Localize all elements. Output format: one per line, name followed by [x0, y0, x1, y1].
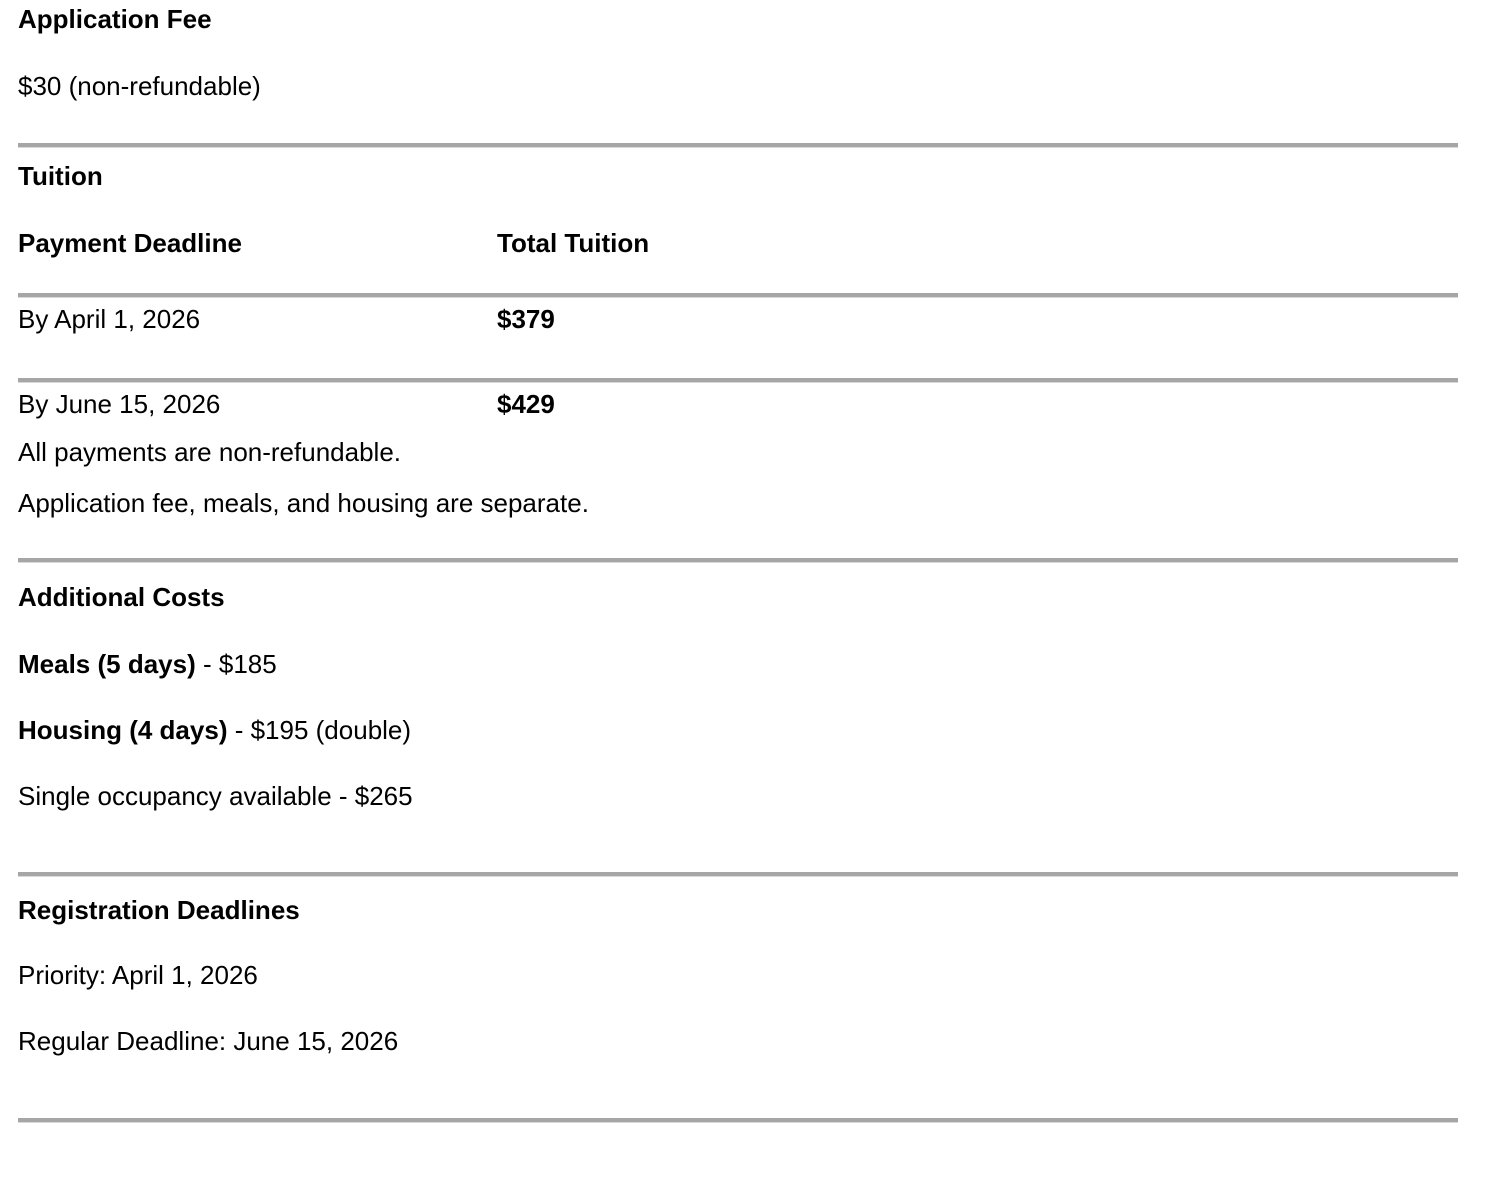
tuition-heading: Tuition: [18, 161, 103, 191]
tuition-table-header-row: Payment Deadline Total Tuition: [18, 227, 1458, 260]
payment-deadline-cell: By June 15, 2026: [18, 389, 221, 419]
section-divider: [18, 872, 1458, 877]
table-row: By June 15, 2026 $429: [18, 388, 1458, 421]
total-tuition-cell: $429: [497, 389, 555, 419]
column-header-payment-deadline: Payment Deadline: [18, 228, 242, 258]
application-fee-value: $30 (non-refundable): [18, 71, 261, 101]
total-tuition-cell: $379: [497, 304, 555, 334]
payment-deadline-cell: By April 1, 2026: [18, 304, 201, 334]
section-divider: [18, 558, 1458, 563]
document-content: Application Fee $30 (non-refundable) Tui…: [18, 0, 1458, 1123]
section-divider: [18, 1118, 1458, 1123]
additional-costs-heading: Additional Costs: [18, 582, 225, 612]
column-header-total-tuition: Total Tuition: [497, 228, 650, 258]
tuition-note: All payments are non-refundable.: [18, 437, 402, 467]
priority-deadline: Priority: April 1, 2026: [18, 960, 258, 990]
cost-item-value: - $195 (double): [227, 715, 412, 745]
regular-deadline: Regular Deadline: June 15, 2026: [18, 1026, 399, 1056]
table-divider: [18, 378, 1458, 383]
cost-item-label: Meals (5 days): [18, 649, 196, 679]
table-row: By April 1, 2026 $379: [18, 303, 1458, 336]
cost-item-meals: Meals (5 days) - $185: [18, 648, 1458, 681]
application-fee-heading: Application Fee: [18, 4, 212, 34]
cost-item-housing: Housing (4 days) - $195 (double): [18, 714, 1458, 747]
cost-item-label: Housing (4 days): [18, 715, 228, 745]
section-divider: [18, 143, 1458, 148]
registration-deadlines-heading: Registration Deadlines: [18, 895, 300, 925]
table-divider: [18, 293, 1458, 298]
cost-item-single-occupancy: Single occupancy available - $265: [18, 781, 413, 811]
cost-item-value: - $185: [195, 649, 277, 679]
tuition-note: Application fee, meals, and housing are …: [18, 488, 589, 518]
